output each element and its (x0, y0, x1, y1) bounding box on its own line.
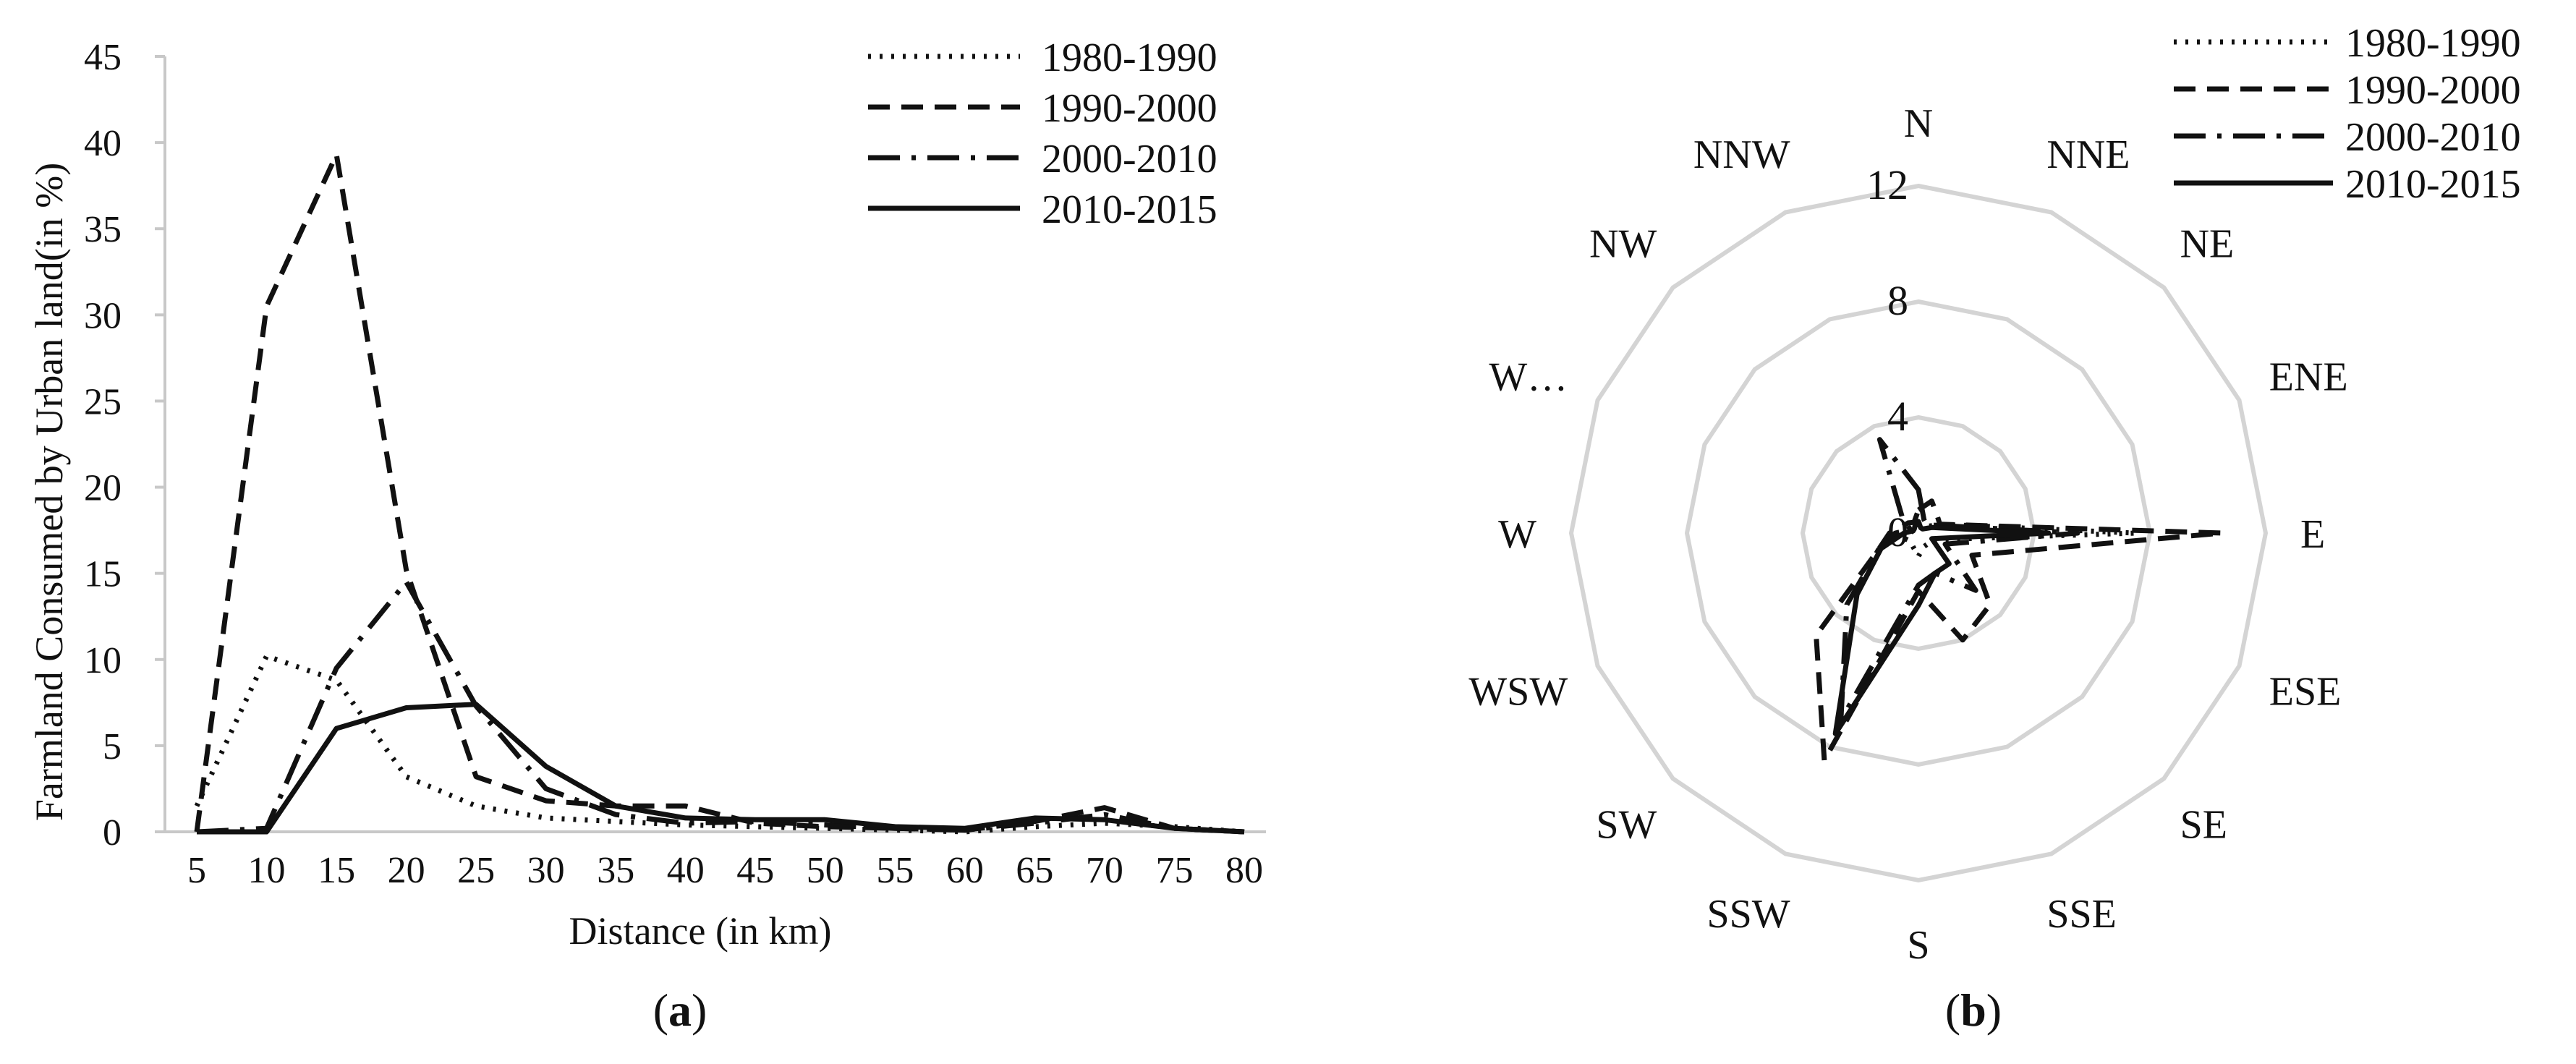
panel-letter-a: a (668, 984, 692, 1036)
direction-label-ne: NE (2180, 221, 2235, 266)
y-tick-label: 15 (84, 554, 122, 595)
radar-direction-labels: N NNE NE ENE E ESE SE SSE S SSW SW WSW W W… NW NNW (1468, 101, 2347, 968)
radar-grid-ring (1568, 183, 2269, 883)
series-line-2000-2010 (196, 579, 1245, 835)
direction-label-nne: NNE (2046, 132, 2130, 177)
x-tick-label: 40 (667, 850, 705, 891)
radar-grid-ring (1684, 299, 2153, 767)
direction-label-nnw: NNW (1693, 132, 1790, 177)
x-tick-label: 70 (1086, 850, 1123, 891)
radar-legend-label: 2000-2010 (2345, 115, 2521, 160)
x-tick-label: 55 (876, 850, 914, 891)
panel-letter-b: b (1960, 984, 1986, 1036)
series-line-1980-1990 (194, 653, 1245, 835)
radar-series-1990-2000 (1814, 498, 2225, 763)
direction-label-se: SE (2180, 803, 2227, 848)
radar-tick-label: 12 (1866, 161, 1908, 208)
direction-label-n: N (1904, 101, 1933, 146)
y-tick-label: 30 (84, 295, 122, 336)
radar-grid (1568, 183, 2269, 883)
y-tick-label: 35 (84, 209, 122, 250)
radar-legend-label: 1990-2000 (2345, 68, 2521, 113)
radar-series-group (1814, 437, 2225, 763)
legend-label: 1990-2000 (1042, 86, 1217, 131)
radar-legend-label: 2010-2015 (2345, 162, 2521, 207)
x-tick-labels: 5 10 15 20 25 30 35 40 45 50 55 60 65 70 75 80 (187, 850, 1263, 891)
x-axis-title: Distance (in km) (569, 909, 832, 953)
direction-label-wsw: WSW (1468, 669, 1568, 714)
direction-label-ssw: SSW (1706, 892, 1790, 937)
y-tick-label: 45 (84, 37, 122, 78)
x-tick-label: 15 (318, 850, 355, 891)
legend-label: 2000-2010 (1042, 137, 1217, 182)
series-line-2010-2015 (197, 702, 1245, 835)
line-series-group (194, 152, 1245, 835)
x-tick-label: 80 (1225, 850, 1263, 891)
y-tick-labels: 0 5 10 15 20 25 30 35 40 45 (84, 37, 165, 854)
y-tick-label: 5 (103, 726, 122, 767)
radar-grid-ring (1800, 414, 2037, 652)
x-tick-label: 25 (457, 850, 495, 891)
x-tick-label: 5 (187, 850, 206, 891)
radar-legend-label: 1980-1990 (2345, 21, 2521, 66)
direction-label-ese: ESE (2269, 669, 2342, 714)
direction-label-sw: SW (1596, 803, 1657, 848)
direction-label-nw: NW (1589, 221, 1657, 266)
radar-series-2000-2010 (1838, 437, 2080, 723)
x-tick-label: 45 (736, 850, 774, 891)
x-tick-label: 50 (807, 850, 844, 891)
x-tick-label: 65 (1016, 850, 1053, 891)
y-axis-title: Farmland Consumed by Urban land(in %) (27, 163, 71, 821)
legend-label: 1980-1990 (1042, 35, 1217, 80)
x-tick-label: 30 (527, 850, 565, 891)
y-tick-label: 20 (84, 468, 122, 509)
series-line-1990-2000 (194, 152, 1245, 835)
y-tick-label: 0 (103, 812, 122, 854)
x-tick-label: 10 (248, 850, 286, 891)
radar-tick-label: 4 (1887, 393, 1908, 440)
x-tick-label: 35 (597, 850, 634, 891)
direction-label-s: S (1907, 923, 1929, 968)
direction-label-e: E (2300, 512, 2325, 557)
line-chart-panel: 0 5 10 15 20 25 30 35 40 45 5 10 15 20 25 30 35 40 45 50 55… (27, 35, 1266, 1036)
radar-tick-label: 8 (1887, 277, 1908, 324)
y-tick-label: 40 (84, 123, 122, 164)
panel-label-b: (b) (1945, 984, 2002, 1036)
x-tick-label: 75 (1155, 850, 1193, 891)
x-tick-label: 60 (946, 850, 984, 891)
direction-label-w: W… (1489, 355, 1568, 400)
direction-label-sse: SSE (2046, 892, 2117, 937)
line-chart-legend: 1980-1990 1990-2000 2000-2010 2010-2015 (868, 35, 1217, 232)
y-tick-label: 10 (84, 640, 122, 681)
legend-label: 2010-2015 (1042, 187, 1217, 232)
line-chart-axes (163, 56, 1266, 833)
x-tick-label: 20 (388, 850, 425, 891)
y-tick-label: 25 (84, 381, 122, 422)
direction-label-ene: ENE (2269, 355, 2348, 400)
panel-label-a: (a) (653, 984, 707, 1036)
radar-series-2010-2015 (1832, 519, 2052, 736)
direction-label-w: W (1498, 512, 1536, 557)
